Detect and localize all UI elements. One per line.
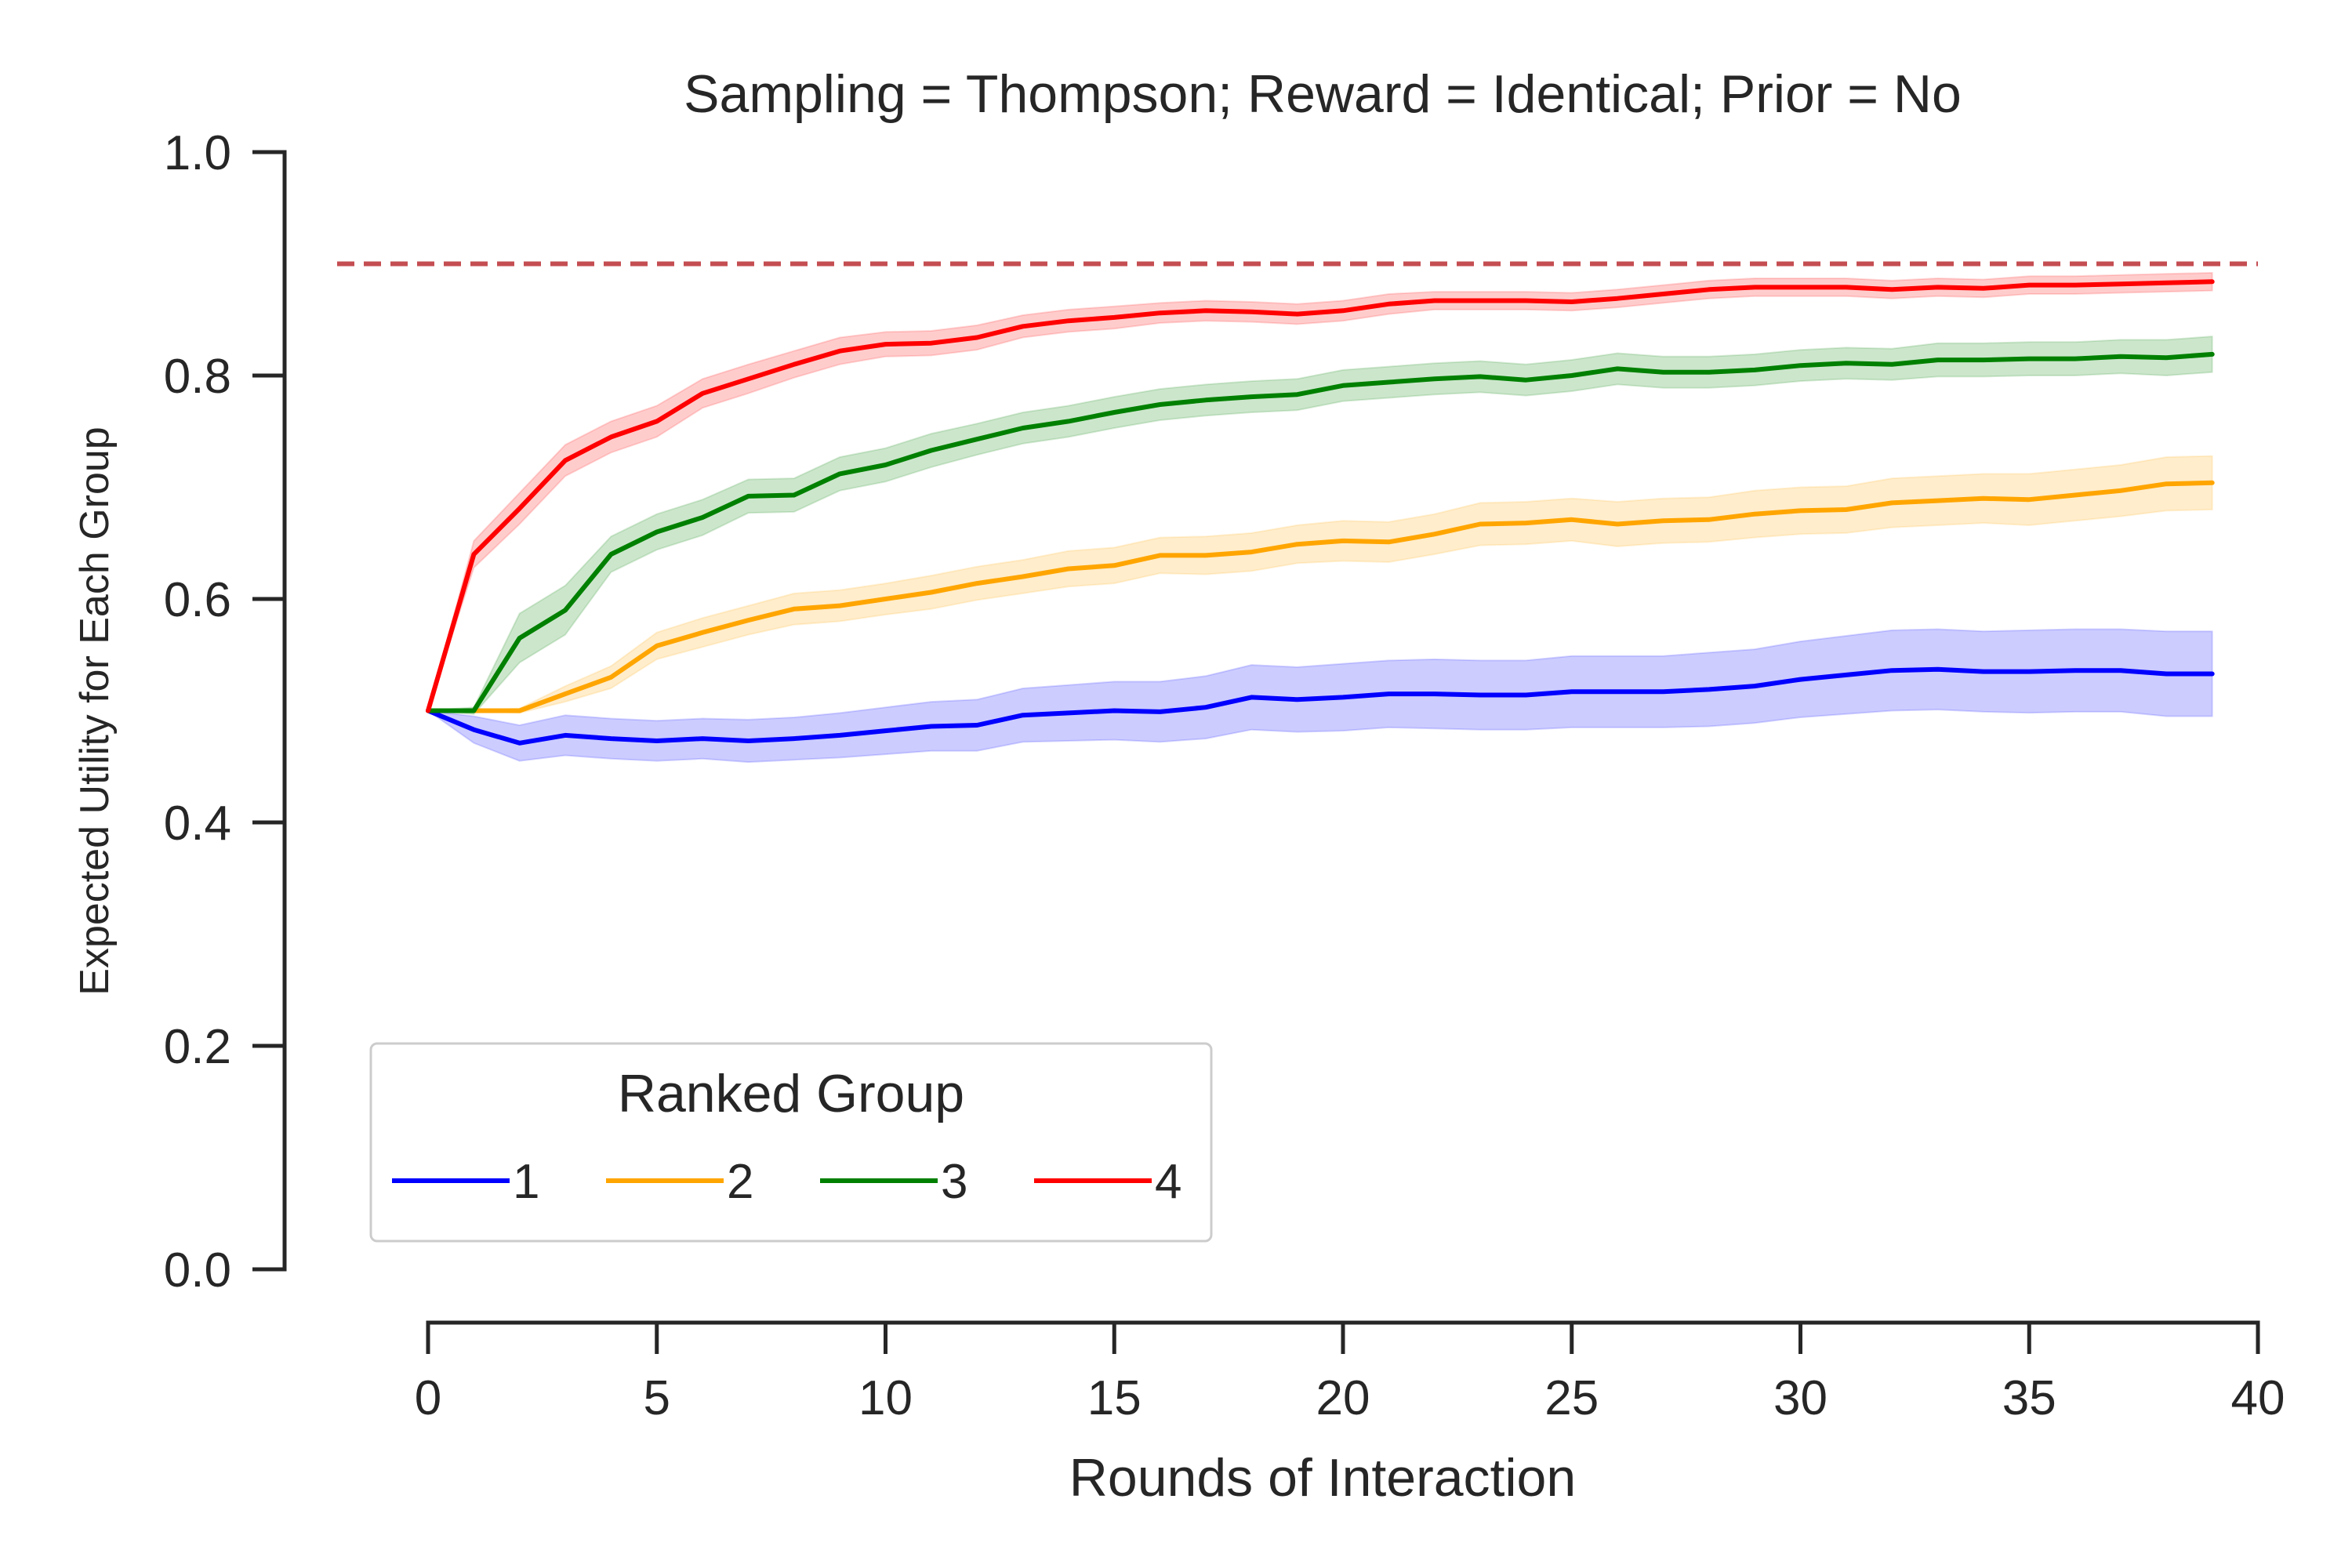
x-tick-label: 35 [2002,1371,2056,1425]
x-tick-label: 15 [1087,1371,1142,1425]
line-series-4 [426,279,2215,713]
y-axis-label: Expected Utility for Each Group [72,426,118,995]
x-tick-label: 30 [1773,1371,1828,1425]
x-tick-label: 5 [644,1371,670,1425]
x-tick-label: 0 [415,1371,441,1425]
y-tick-label: 0.6 [164,573,231,627]
chart-title: Sampling = Thompson; Reward = Identical;… [684,64,1962,124]
series-lines [426,279,2215,746]
line-series-2 [426,480,2215,713]
y-axis-ticks: 0.0 0.2 0.4 0.6 0.8 1.0 [164,126,285,1298]
legend-entries: 1 2 3 4 [392,1155,1181,1209]
y-tick-label: 1.0 [164,126,231,180]
x-tick-label: 25 [1544,1371,1599,1425]
y-tick-label: 0.4 [164,797,231,851]
x-tick-label: 40 [2231,1371,2285,1425]
legend-label-1: 1 [513,1155,539,1209]
legend: Ranked Group 1 2 3 4 [369,1042,1213,1243]
x-axis-label: Rounds of Interaction [1069,1448,1576,1508]
y-tick-label: 0.0 [164,1243,231,1298]
legend-label-4: 4 [1155,1155,1181,1209]
line-series-3 [426,351,2215,713]
legend-frame [369,1042,1213,1243]
x-tick-label: 10 [858,1371,913,1425]
x-axis-ticks: 0 5 10 15 20 25 30 35 40 [415,1323,2285,1425]
x-tick-label: 20 [1316,1371,1370,1425]
y-tick-label: 0.2 [164,1020,231,1074]
legend-title: Ranked Group [618,1064,964,1123]
legend-label-3: 3 [941,1155,967,1209]
line-series-1 [426,666,2215,746]
y-tick-label: 0.8 [164,350,231,404]
legend-label-2: 2 [727,1155,753,1209]
